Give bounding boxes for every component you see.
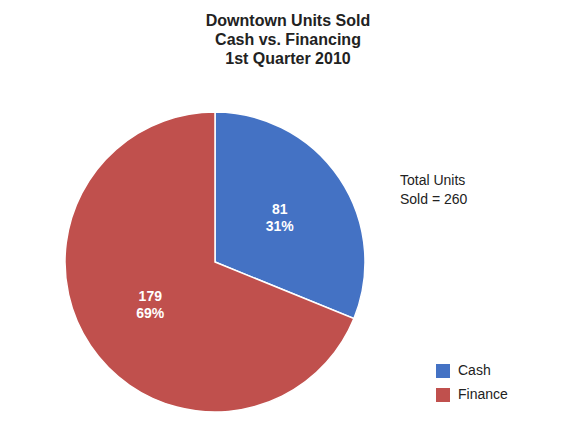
data-label: 8131% bbox=[266, 201, 295, 234]
data-label-line: 31% bbox=[266, 218, 295, 234]
chart-container: Downtown Units Sold Cash vs. Financing 1st… bbox=[0, 0, 576, 432]
data-labels: 8131% 17969% bbox=[136, 201, 294, 321]
title: Downtown Units Sold Cash vs. Financing 1st… bbox=[206, 12, 370, 67]
data-label-line: 81 bbox=[272, 201, 288, 217]
annotation: Total Units Sold = 260 bbox=[400, 171, 468, 206]
annotation-line: Total Units bbox=[400, 171, 465, 187]
background bbox=[0, 0, 576, 432]
title-line: Cash vs. Financing bbox=[215, 31, 361, 48]
legend-label: Cash bbox=[458, 362, 491, 378]
pie-slice bbox=[65, 112, 354, 412]
legend-label: Finance bbox=[458, 386, 508, 402]
pie bbox=[65, 112, 365, 412]
annotation-line: Sold = 260 bbox=[400, 190, 468, 206]
title-line: Downtown Units Sold bbox=[206, 12, 370, 29]
title-line: 1st Quarter 2010 bbox=[225, 50, 351, 67]
chart-svg: Downtown Units Sold Cash vs. Financing 1st… bbox=[0, 0, 576, 432]
data-label-line: 179 bbox=[139, 288, 163, 304]
data-label-line: 69% bbox=[136, 305, 165, 321]
legend-swatch bbox=[436, 364, 450, 378]
legend: Cash Finance bbox=[436, 362, 508, 402]
legend-swatch bbox=[436, 388, 450, 402]
data-label: 17969% bbox=[136, 288, 165, 321]
